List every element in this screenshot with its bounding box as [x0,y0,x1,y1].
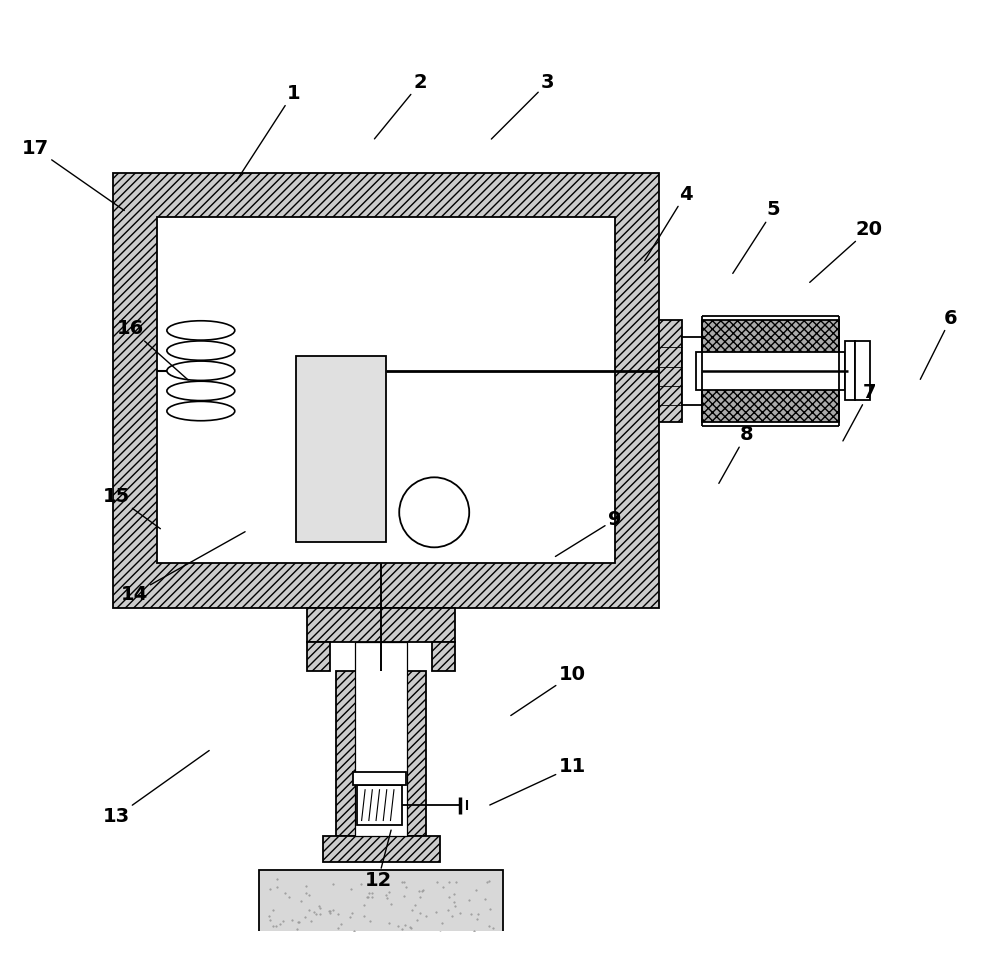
Text: 3: 3 [491,73,554,139]
Bar [307,607,455,642]
Bar [307,642,330,672]
Text: 1: 1 [236,84,300,181]
Bar [702,320,839,360]
Text: 2: 2 [374,73,427,139]
Ellipse shape [167,361,235,381]
Text: 6: 6 [920,308,958,380]
Ellipse shape [167,402,235,421]
Bar [113,173,659,607]
Text: 5: 5 [733,201,781,274]
Ellipse shape [167,341,235,360]
Text: 10: 10 [511,665,586,716]
Bar [157,217,615,563]
Text: 4: 4 [645,185,692,260]
Text: 16: 16 [117,319,188,380]
Bar [845,341,855,401]
Bar [355,642,407,836]
Ellipse shape [167,382,235,401]
Ellipse shape [167,321,235,340]
Text: 15: 15 [102,487,160,529]
Circle shape [399,478,469,548]
Text: 17: 17 [22,139,124,210]
Bar [336,672,426,836]
Bar [432,642,455,672]
Bar [296,357,386,542]
Text: 7: 7 [843,382,876,441]
Text: 14: 14 [120,531,245,604]
Text: 8: 8 [719,426,753,483]
Bar [353,773,406,785]
Bar [855,341,870,401]
Bar [702,382,839,422]
Bar [259,870,503,952]
Bar [659,320,682,422]
Text: 11: 11 [490,757,586,805]
Bar [696,352,845,390]
Text: 20: 20 [810,219,883,283]
Text: 13: 13 [102,751,209,826]
Bar [357,785,402,825]
Text: 12: 12 [364,830,392,890]
Bar [323,836,440,862]
Bar [682,336,702,405]
Text: 9: 9 [555,510,621,556]
